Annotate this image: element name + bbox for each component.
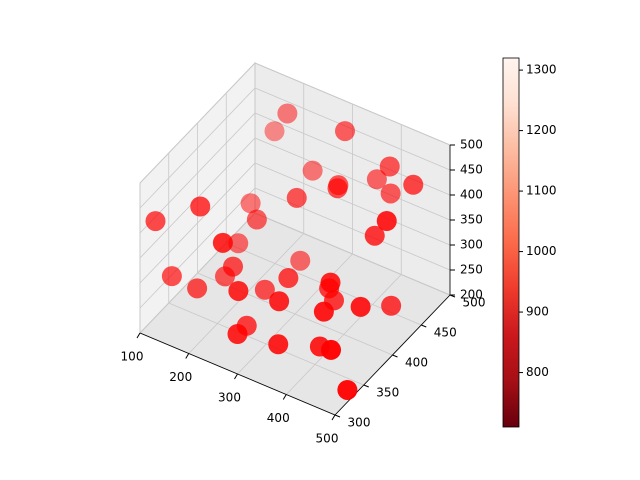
z-tick-label: 450 [460, 163, 483, 177]
colorbar: 800 900 1000 1100 1200 1300 [502, 57, 557, 428]
point [269, 291, 290, 312]
axis-line [139, 332, 336, 416]
x-tick [185, 353, 190, 359]
point [320, 272, 341, 293]
x-tick [331, 414, 336, 421]
point [254, 279, 275, 300]
x-tick-label: 400 [267, 411, 290, 425]
point [350, 296, 371, 317]
grid-line [139, 87, 256, 209]
x-tick [282, 394, 287, 400]
point [228, 280, 249, 301]
grid-line [139, 162, 256, 284]
point [313, 301, 334, 322]
z-tick-label: 200 [460, 288, 483, 302]
colorbar-fill [502, 57, 520, 428]
grid-line [254, 162, 451, 246]
colorbar-tick-label: 1300 [526, 63, 557, 77]
grid-line [254, 62, 451, 146]
colorbar-tick-label: 1100 [526, 184, 557, 198]
x-tick-label: 500 [316, 432, 339, 446]
point [277, 103, 298, 124]
point [364, 225, 385, 246]
points [145, 103, 424, 400]
point [366, 169, 387, 190]
z-tick-label: 400 [460, 188, 483, 202]
point [302, 160, 323, 181]
grid-line [254, 137, 451, 221]
y-tick [392, 354, 398, 358]
x-tick [234, 373, 238, 380]
point [335, 121, 355, 142]
point [264, 121, 285, 142]
y-tick [334, 414, 341, 418]
grid-line [254, 212, 451, 296]
point [403, 174, 424, 195]
point [278, 268, 299, 289]
point [376, 211, 397, 231]
point [246, 209, 267, 230]
point [161, 266, 182, 287]
y-tick-label: 450 [434, 326, 457, 340]
point [380, 183, 401, 204]
z-tick-label: 300 [460, 238, 483, 252]
point [321, 339, 341, 360]
y-tick [421, 324, 427, 328]
point [286, 187, 307, 208]
point [145, 211, 166, 232]
x-tick-label: 300 [218, 391, 241, 405]
x-tick [136, 332, 141, 339]
z-tick-label: 350 [460, 213, 483, 227]
y-tick-label: 500 [463, 296, 486, 310]
y-tick [363, 384, 369, 388]
point [290, 250, 311, 271]
colorbar-tick-label: 1000 [526, 244, 557, 258]
grid-line [139, 212, 256, 334]
point [212, 232, 233, 253]
grid-line [139, 187, 256, 309]
point [379, 156, 400, 177]
point [190, 196, 211, 217]
colorbar-tick-label: 800 [526, 365, 549, 379]
point [240, 193, 261, 214]
point [268, 334, 289, 355]
point [327, 178, 348, 199]
z-tick-label: 250 [460, 263, 483, 277]
point [187, 278, 208, 299]
point [228, 233, 249, 254]
point [381, 295, 402, 316]
colorbar-tick-label: 1200 [526, 123, 557, 137]
colorbar-tick-label: 900 [526, 305, 549, 319]
z-tick-label: 500 [460, 138, 483, 152]
x-tick-label: 200 [169, 370, 192, 384]
grid-line [139, 62, 256, 184]
point [223, 256, 243, 277]
y-tick-label: 350 [376, 386, 399, 400]
point [337, 379, 358, 400]
point [227, 324, 248, 344]
axes: 1002003004005003003504004505002002503003… [121, 138, 486, 446]
y-tick-label: 400 [405, 356, 428, 370]
y-tick-label: 300 [348, 416, 371, 430]
grid-line [168, 302, 364, 386]
x-tick-label: 100 [121, 350, 144, 364]
